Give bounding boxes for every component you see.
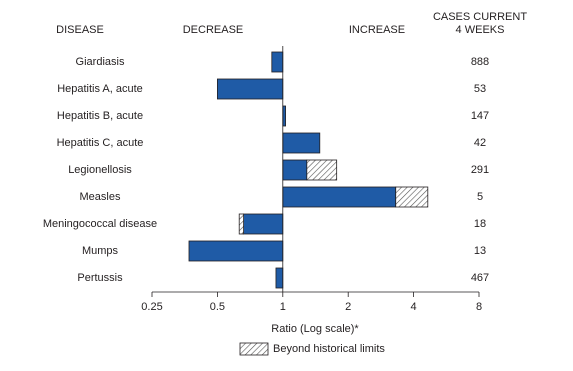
increase-header: INCREASE bbox=[349, 24, 405, 36]
cases-header: 4 WEEKS bbox=[456, 24, 505, 36]
category-label: Mumps bbox=[82, 245, 119, 257]
cases-value: 147 bbox=[471, 110, 489, 122]
category-label: Meningococcal disease bbox=[43, 218, 157, 230]
x-tick-label: 4 bbox=[411, 301, 417, 313]
cases-value: 42 bbox=[474, 137, 486, 149]
x-axis-label: Ratio (Log scale)* bbox=[271, 323, 359, 335]
x-tick-label: 8 bbox=[476, 301, 482, 313]
legend-swatch bbox=[239, 342, 269, 356]
bar-beyond-limits bbox=[306, 159, 338, 181]
x-tick-label: 1 bbox=[280, 301, 286, 313]
disease-header: DISEASE bbox=[56, 24, 104, 36]
bar bbox=[275, 267, 284, 289]
category-label: Hepatitis A, acute bbox=[57, 83, 143, 95]
x-tick-label: 0.5 bbox=[210, 301, 225, 313]
category-label: Giardiasis bbox=[76, 56, 125, 68]
category-label: Measles bbox=[80, 191, 121, 203]
bar bbox=[188, 240, 284, 262]
bar bbox=[282, 132, 321, 154]
bar bbox=[271, 51, 284, 73]
cases-value: 5 bbox=[477, 191, 483, 203]
bar bbox=[282, 159, 308, 181]
bar bbox=[282, 186, 397, 208]
bar bbox=[216, 78, 284, 100]
cases-value: 888 bbox=[471, 56, 489, 68]
bar-beyond-limits bbox=[395, 186, 429, 208]
cases-value: 18 bbox=[474, 218, 486, 230]
legend-label: Beyond historical limits bbox=[273, 343, 385, 355]
cases-value: 467 bbox=[471, 272, 489, 284]
bar bbox=[282, 105, 286, 127]
category-label: Pertussis bbox=[77, 272, 123, 284]
bar bbox=[243, 213, 284, 235]
cases-header: CASES CURRENT bbox=[433, 11, 527, 23]
category-label: Legionellosis bbox=[68, 164, 132, 176]
category-label: Hepatitis B, acute bbox=[57, 110, 143, 122]
bar-beyond-limits bbox=[238, 213, 244, 235]
cases-value: 13 bbox=[474, 245, 486, 257]
category-label: Hepatitis C, acute bbox=[57, 137, 144, 149]
decrease-header: DECREASE bbox=[183, 24, 244, 36]
x-tick-label: 0.25 bbox=[141, 301, 162, 313]
cases-value: 291 bbox=[471, 164, 489, 176]
x-tick-label: 2 bbox=[345, 301, 351, 313]
cases-value: 53 bbox=[474, 83, 486, 95]
